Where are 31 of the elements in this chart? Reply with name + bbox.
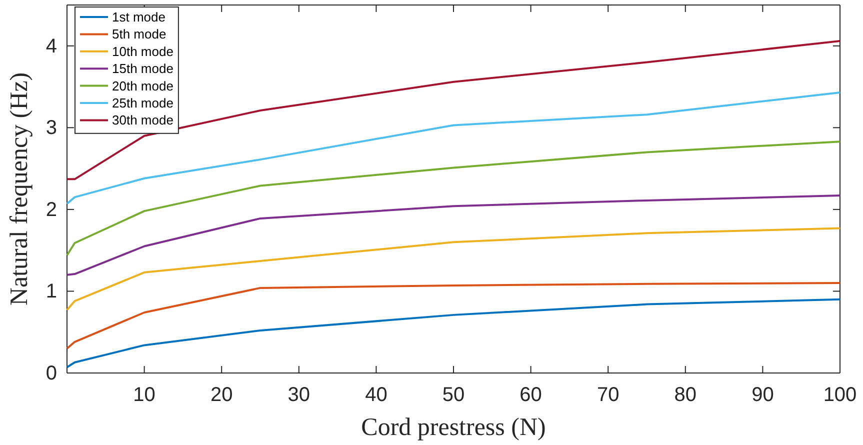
legend-label: 30th mode (112, 112, 174, 128)
x-tick-label: 50 (442, 384, 465, 406)
legend-label: 15th mode (112, 61, 174, 76)
y-tick-label: 0 (46, 362, 57, 384)
x-tick-label: 20 (210, 384, 233, 406)
y-tick-label: 1 (46, 280, 57, 303)
x-tick-label: 80 (674, 384, 697, 406)
line-series (66, 140, 841, 256)
legend-label: 10th mode (112, 44, 174, 59)
y-tick-label: 2 (46, 198, 57, 221)
legend-label: 5th mode (112, 26, 166, 42)
y-tick-label: 4 (46, 35, 57, 58)
x-tick-label: 100 (823, 384, 857, 406)
legend-label: 1st mode (112, 10, 166, 24)
y-axis-title: Natural frequency (Hz) (6, 72, 33, 306)
line-series (66, 40, 841, 180)
line-series (66, 282, 841, 350)
line-series (66, 92, 841, 205)
x-axis-title: Cord prestress (N) (361, 414, 546, 441)
x-tick-label: 10 (133, 384, 156, 406)
x-tick-label: 40 (365, 384, 388, 406)
legend-label: 20th mode (112, 78, 174, 94)
y-tick-label: 3 (46, 117, 57, 140)
legend-label: 25th mode (112, 96, 174, 110)
x-tick-label: 30 (288, 384, 310, 406)
x-tick-label: 90 (752, 384, 774, 406)
line-series (66, 194, 841, 276)
x-tick-label: 60 (520, 384, 542, 406)
line-series (66, 298, 841, 368)
x-tick-label: 70 (596, 384, 620, 406)
line-series (66, 227, 841, 312)
